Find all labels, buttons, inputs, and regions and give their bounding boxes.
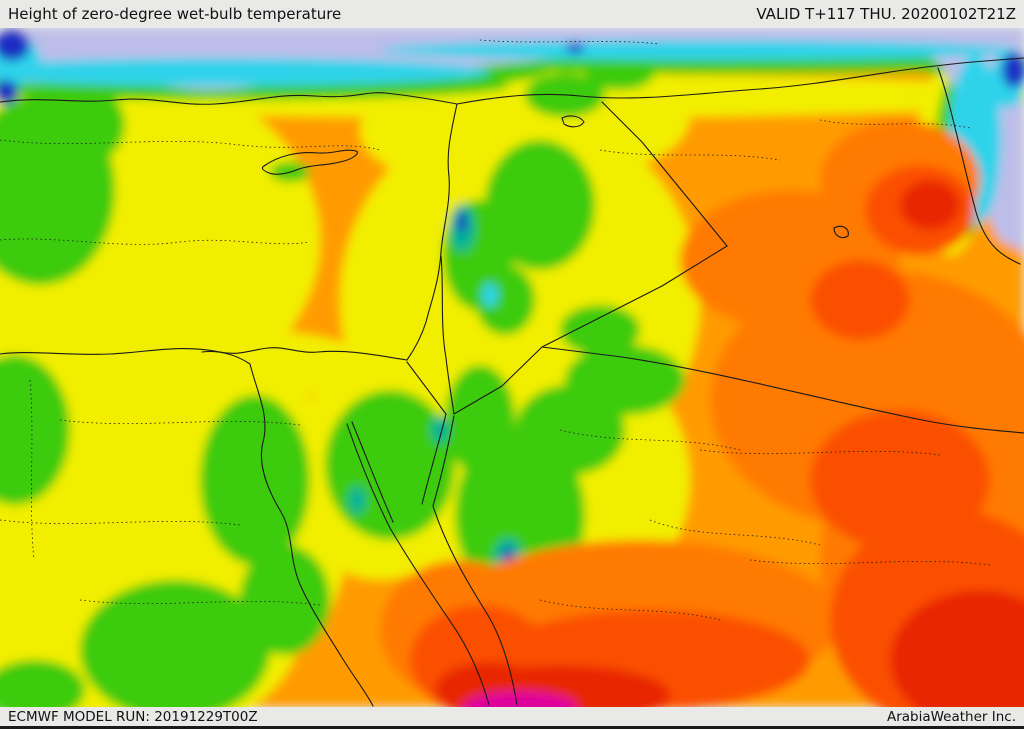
nile-delta-branch <box>201 350 251 365</box>
footer-bar: ECMWF MODEL RUN: 20191229T00Z ArabiaWeat… <box>0 707 1024 729</box>
map-title: Height of zero-degree wet-bulb temperatu… <box>8 5 342 23</box>
valid-time-label: VALID T+117 THU. 20200102T21Z <box>756 5 1016 23</box>
gulf-of-suez-east-shore <box>351 421 394 523</box>
border-turkey-syria <box>456 57 1024 105</box>
red-sea-east-shore <box>432 415 518 706</box>
gulf-of-aqaba-west-shore <box>421 413 447 505</box>
border-egypt-israel <box>406 361 447 415</box>
contour-band-magenta <box>462 691 578 707</box>
attribution-label: ArabiaWeather Inc. <box>886 708 1016 725</box>
lake-tharthar-outline <box>833 225 849 239</box>
country-borders <box>0 57 1024 707</box>
coastline-levant <box>406 103 458 361</box>
header-bar: Height of zero-degree wet-bulb temperatu… <box>0 0 1024 28</box>
contour-field <box>0 28 1024 707</box>
coastline-east-fringe <box>937 67 1021 265</box>
border-jordan-iraq <box>541 245 728 348</box>
border-israel-jordan <box>440 255 455 415</box>
cyprus-outline <box>261 149 358 175</box>
map-canvas <box>0 28 1024 707</box>
border-saudi-iraq <box>541 346 1024 434</box>
nile-river <box>249 363 374 707</box>
border-jordan-saudi <box>453 346 543 415</box>
lake-assad-outline <box>561 115 585 128</box>
coastline-egypt <box>0 347 408 361</box>
contour-band-dark-blue <box>0 29 1024 562</box>
red-sea-west-shore <box>346 423 490 706</box>
dotted-admin-boundaries <box>0 39 991 621</box>
border-syria-iraq <box>601 101 728 247</box>
model-run-label: ECMWF MODEL RUN: 20191229T00Z <box>8 708 258 725</box>
coastline-north <box>0 92 458 105</box>
